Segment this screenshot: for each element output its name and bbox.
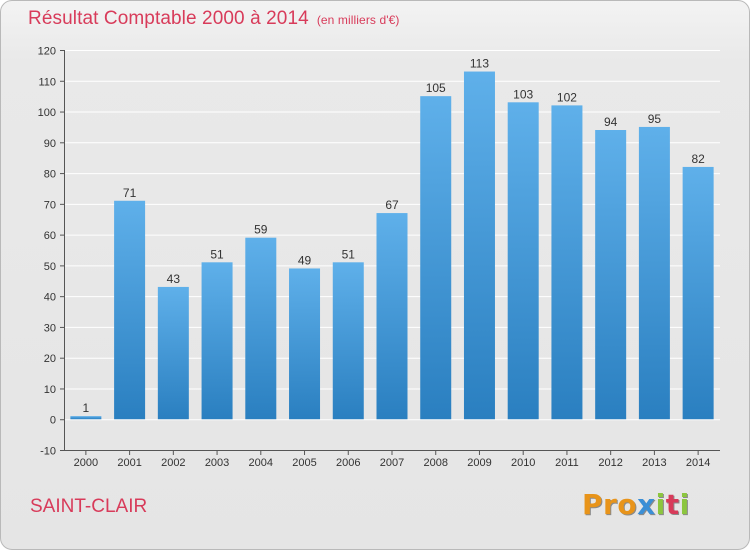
chart-subtitle: (en milliers d'€) [316, 13, 400, 27]
value-label-2000: 1 [83, 401, 90, 415]
value-label-2006: 51 [342, 247, 356, 261]
bar-2001 [114, 200, 146, 420]
value-label-2013: 95 [648, 112, 662, 126]
value-label-2003: 51 [210, 247, 224, 261]
y-tick-label: -10 [40, 446, 56, 458]
x-tick-label-2000: 2000 [74, 457, 98, 469]
x-tick-label-2008: 2008 [423, 457, 447, 469]
value-label-2007: 67 [385, 198, 399, 212]
bar-2007 [376, 213, 408, 420]
x-tick-label-2012: 2012 [598, 457, 622, 469]
x-tick-label-2005: 2005 [292, 457, 316, 469]
bar-2008 [420, 96, 452, 420]
x-tick-label-2013: 2013 [642, 457, 666, 469]
value-label-2008: 105 [426, 81, 446, 95]
logo-letter: r [603, 488, 618, 521]
logo-letter: P [582, 488, 604, 521]
bar-2004 [245, 237, 277, 420]
y-tick-label: 80 [44, 169, 56, 181]
value-label-2005: 49 [298, 253, 312, 267]
chart-title-text: Résultat Comptable 2000 à 2014 [28, 8, 309, 29]
x-tick-label-2006: 2006 [336, 457, 360, 469]
x-tick-label-2009: 2009 [467, 457, 491, 469]
value-label-2011: 102 [557, 90, 577, 104]
value-label-2004: 59 [254, 223, 268, 237]
y-tick-label: 20 [44, 353, 56, 365]
y-tick-label: 60 [44, 230, 56, 242]
x-tick-label-2002: 2002 [161, 457, 185, 469]
y-tick-label: 10 [44, 384, 56, 396]
bar-2009 [463, 71, 495, 420]
value-label-2012: 94 [604, 115, 618, 129]
value-label-2001: 71 [123, 186, 137, 200]
logo-letter: i [679, 488, 690, 521]
y-tick-label: 120 [38, 46, 56, 58]
bar-2013 [638, 126, 670, 420]
value-label-2014: 82 [691, 152, 705, 166]
y-tick-label: 70 [44, 199, 56, 211]
y-tick-label: 40 [44, 292, 56, 304]
bar-2002 [157, 286, 189, 420]
logo-letter: t [665, 488, 680, 521]
x-tick-label-2007: 2007 [380, 457, 404, 469]
bar-2014 [682, 166, 714, 420]
y-tick-label: 110 [38, 76, 56, 88]
bar-2000 [70, 416, 102, 420]
x-tick-label-2010: 2010 [511, 457, 535, 469]
y-tick-label: 30 [44, 322, 56, 334]
y-tick-label: 50 [44, 261, 56, 273]
bar-2012 [595, 130, 627, 420]
y-tick-label: 90 [44, 138, 56, 150]
logo-letter: o [617, 488, 638, 521]
value-label-2002: 43 [167, 272, 181, 286]
logo-letter: x [637, 488, 656, 521]
x-tick-label-2004: 2004 [249, 457, 273, 469]
logo-letter: i [655, 488, 666, 521]
value-label-2010: 103 [513, 87, 533, 101]
y-tick-label: 0 [50, 415, 56, 427]
bar-2006 [332, 262, 364, 420]
proxiti-logo: Proxiti [582, 488, 690, 521]
y-tick-label: 100 [38, 107, 56, 119]
bar-2010 [507, 102, 539, 420]
x-tick-label-2003: 2003 [205, 457, 229, 469]
bar-2005 [289, 268, 321, 420]
commune-name: SAINT-CLAIR [30, 496, 148, 517]
x-tick-label-2014: 2014 [686, 457, 710, 469]
value-label-2009: 113 [470, 57, 489, 71]
bar-2003 [201, 262, 233, 420]
x-tick-label-2001: 2001 [117, 457, 141, 469]
x-tick-label-2011: 2011 [555, 457, 579, 469]
bar-2011 [551, 105, 583, 420]
chart-title: Résultat Comptable 2000 à 2014 (en millie… [28, 8, 400, 30]
